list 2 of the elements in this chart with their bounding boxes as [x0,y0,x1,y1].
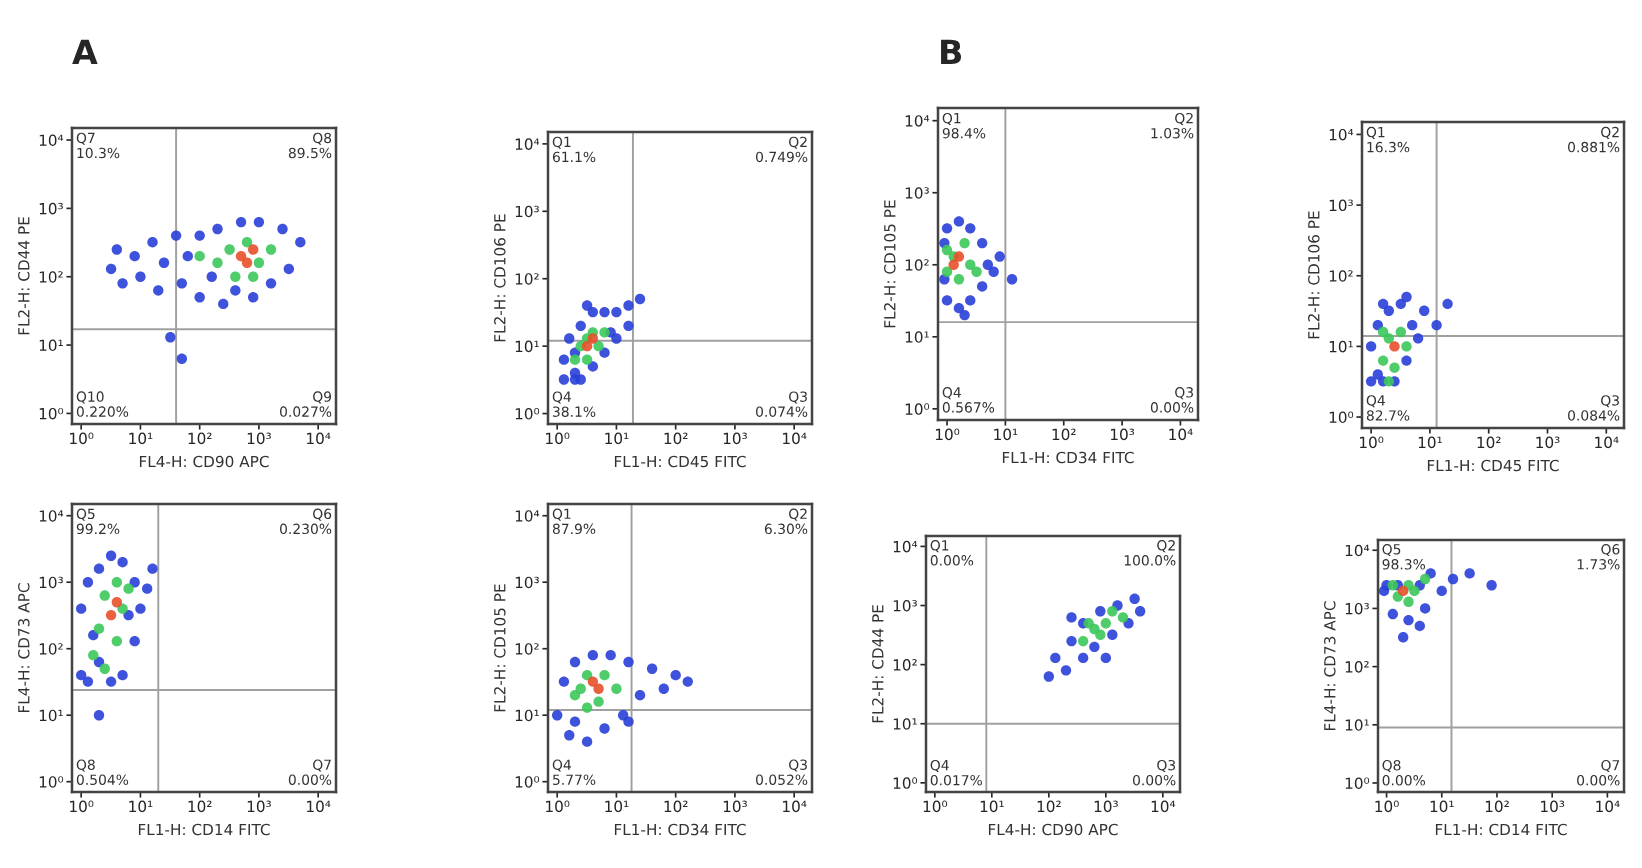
chart-title: A [72,39,98,64]
chart-title: B [941,39,962,64]
